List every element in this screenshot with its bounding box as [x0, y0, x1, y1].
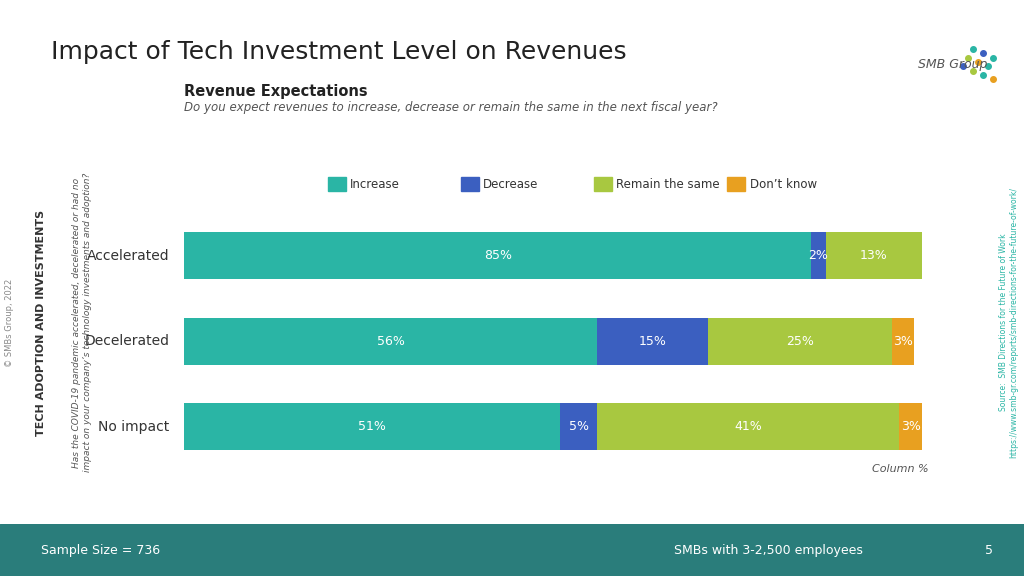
- Text: Sample Size = 736: Sample Size = 736: [41, 544, 160, 556]
- Text: Do you expect revenues to increase, decrease or remain the same in the next fisc: Do you expect revenues to increase, decr…: [184, 101, 718, 114]
- Text: 15%: 15%: [639, 335, 667, 348]
- Text: 85%: 85%: [483, 249, 512, 262]
- Text: No impact: No impact: [98, 420, 170, 434]
- Text: 13%: 13%: [860, 249, 888, 262]
- Text: 51%: 51%: [358, 420, 386, 433]
- Bar: [184, 232, 811, 279]
- Text: Decrease: Decrease: [483, 178, 539, 191]
- Text: 56%: 56%: [377, 335, 404, 348]
- Bar: [825, 232, 922, 279]
- Bar: [708, 317, 892, 365]
- Bar: [328, 177, 346, 191]
- Text: © SMBs Group, 2022: © SMBs Group, 2022: [5, 278, 14, 367]
- Bar: [597, 403, 899, 450]
- Text: Remain the same: Remain the same: [616, 178, 720, 191]
- Text: 25%: 25%: [786, 335, 814, 348]
- Text: Has the COVID-19 pandemic accelerated, decelerated or had no
impact on your comp: Has the COVID-19 pandemic accelerated, d…: [73, 173, 91, 472]
- Bar: [184, 317, 597, 365]
- Text: SMB Group: SMB Group: [918, 58, 987, 71]
- Text: Increase: Increase: [350, 178, 400, 191]
- Text: Decelerated: Decelerated: [85, 334, 170, 348]
- Bar: [727, 177, 745, 191]
- Text: 3%: 3%: [900, 420, 921, 433]
- Text: TECH ADOPTION AND INVESTMENTS: TECH ADOPTION AND INVESTMENTS: [36, 210, 46, 435]
- Text: 41%: 41%: [734, 420, 762, 433]
- Bar: [892, 317, 914, 365]
- Bar: [597, 317, 708, 365]
- Text: 2%: 2%: [808, 249, 828, 262]
- Bar: [560, 403, 597, 450]
- Bar: [811, 232, 825, 279]
- Text: 5: 5: [985, 544, 993, 556]
- Bar: [461, 177, 479, 191]
- Text: 3%: 3%: [893, 335, 913, 348]
- Bar: [184, 403, 560, 450]
- Text: Accelerated: Accelerated: [87, 249, 170, 263]
- Text: Revenue Expectations: Revenue Expectations: [184, 84, 368, 98]
- Text: Impact of Tech Investment Level on Revenues: Impact of Tech Investment Level on Reven…: [51, 40, 627, 65]
- Text: Column %: Column %: [872, 464, 929, 474]
- Text: Source:  SMB Directions for the Future of Work
https://www.smb-gr.com/reports/sm: Source: SMB Directions for the Future of…: [999, 187, 1018, 458]
- Text: 5%: 5%: [568, 420, 589, 433]
- Bar: [899, 403, 922, 450]
- Text: SMBs with 3-2,500 employees: SMBs with 3-2,500 employees: [674, 544, 862, 556]
- Bar: [594, 177, 612, 191]
- Text: Don’t know: Don’t know: [750, 178, 817, 191]
